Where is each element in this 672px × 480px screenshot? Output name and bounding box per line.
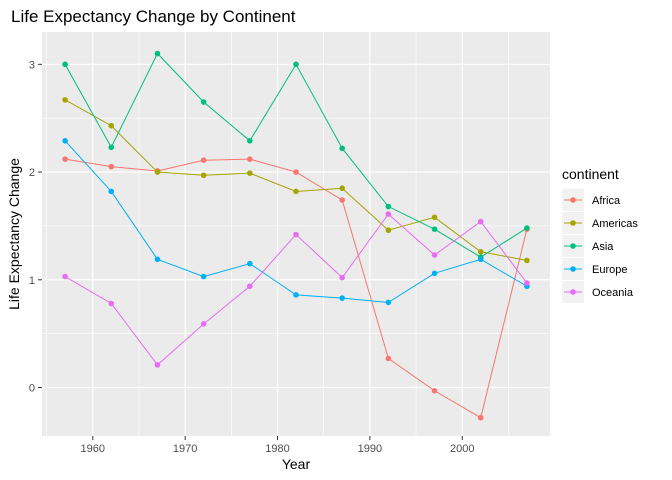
data-point-asia bbox=[431, 226, 438, 232]
data-point-americas bbox=[293, 188, 299, 195]
legend-label: Asia bbox=[592, 241, 614, 253]
data-point-europe bbox=[385, 299, 392, 306]
data-point-asia bbox=[200, 99, 207, 105]
data-point-asia bbox=[62, 61, 68, 68]
data-point-americas bbox=[477, 248, 484, 255]
data-point-oceania bbox=[524, 280, 530, 286]
data-point-europe bbox=[477, 256, 484, 263]
data-point-oceania bbox=[385, 211, 392, 217]
data-point-oceania bbox=[247, 283, 253, 290]
legend-items: Africa Americas Asia Europe Oceania bbox=[562, 189, 638, 303]
data-point-oceania bbox=[431, 252, 438, 258]
data-point-oceania bbox=[154, 362, 161, 368]
data-point-oceania bbox=[108, 300, 115, 307]
data-point-asia bbox=[339, 145, 345, 152]
data-point-europe bbox=[431, 270, 438, 277]
series-europe bbox=[62, 138, 530, 306]
data-point-americas bbox=[247, 170, 253, 176]
legend-key-point bbox=[570, 197, 576, 203]
data-point-asia bbox=[385, 203, 392, 210]
x-tick-label: 1980 bbox=[265, 443, 289, 455]
x-axis-title: Year bbox=[282, 456, 311, 472]
legend-item-oceania: Oceania bbox=[562, 281, 634, 303]
data-point-europe bbox=[247, 260, 253, 267]
chart-title: Life Expectancy Change by Continent bbox=[11, 7, 296, 26]
legend-key-point bbox=[570, 289, 576, 295]
data-point-asia bbox=[247, 138, 253, 144]
data-point-oceania bbox=[200, 321, 207, 327]
y-tick-label: 3 bbox=[29, 59, 35, 71]
legend-key-point bbox=[570, 220, 576, 226]
legend-item-asia: Asia bbox=[562, 235, 614, 257]
data-point-americas bbox=[62, 97, 68, 103]
y-tick-label: 0 bbox=[29, 383, 35, 395]
data-point-africa bbox=[431, 387, 438, 394]
data-point-asia bbox=[154, 50, 161, 57]
x-axis: 1960 1970 1980 1990 2000 bbox=[81, 436, 474, 455]
data-point-americas bbox=[385, 227, 392, 234]
legend-label: Africa bbox=[592, 195, 621, 207]
legend-title: continent bbox=[562, 166, 619, 182]
data-point-oceania bbox=[293, 231, 299, 238]
series-layer bbox=[62, 50, 530, 421]
data-point-africa bbox=[385, 355, 392, 362]
x-tick-label: 1960 bbox=[81, 443, 105, 455]
legend-item-americas: Americas bbox=[562, 212, 638, 234]
data-point-europe bbox=[62, 138, 68, 144]
grid-major bbox=[42, 32, 550, 436]
series-oceania bbox=[62, 211, 530, 368]
data-point-asia bbox=[524, 225, 530, 231]
data-point-africa bbox=[293, 169, 299, 175]
legend-item-africa: Africa bbox=[562, 189, 621, 211]
data-point-africa bbox=[62, 156, 68, 162]
data-point-africa bbox=[339, 197, 345, 203]
data-point-europe bbox=[293, 292, 299, 298]
data-point-europe bbox=[108, 188, 115, 195]
data-point-americas bbox=[108, 122, 115, 129]
data-point-americas bbox=[200, 172, 207, 179]
data-point-oceania bbox=[339, 274, 345, 281]
x-tick-label: 1970 bbox=[173, 443, 197, 455]
x-tick-label: 2000 bbox=[450, 443, 474, 455]
legend-key-point bbox=[570, 266, 576, 272]
data-point-europe bbox=[200, 273, 207, 280]
data-point-asia bbox=[108, 144, 115, 151]
y-tick-label: 2 bbox=[29, 167, 35, 179]
data-point-americas bbox=[431, 214, 438, 221]
y-tick-label: 1 bbox=[29, 275, 35, 287]
data-point-oceania bbox=[477, 218, 484, 225]
data-point-europe bbox=[154, 256, 161, 263]
legend-label: Europe bbox=[592, 264, 627, 276]
y-axis: 0 1 2 3 bbox=[29, 59, 42, 395]
data-point-africa bbox=[477, 414, 484, 421]
data-point-americas bbox=[339, 185, 345, 192]
data-point-africa bbox=[108, 163, 115, 170]
data-point-americas bbox=[154, 169, 161, 175]
x-tick-label: 1990 bbox=[358, 443, 382, 455]
legend-label: Oceania bbox=[592, 287, 634, 299]
data-point-asia bbox=[293, 61, 299, 68]
data-point-europe bbox=[339, 295, 345, 301]
legend-item-europe: Europe bbox=[562, 258, 627, 280]
y-axis-title: Life Expectancy Change bbox=[6, 158, 22, 310]
legend: continent Africa Americas Asia Europe Oceani… bbox=[562, 166, 638, 303]
data-point-oceania bbox=[62, 273, 68, 280]
legend-key-point bbox=[570, 243, 576, 249]
grid-minor bbox=[42, 32, 550, 436]
data-point-americas bbox=[524, 257, 530, 264]
data-point-africa bbox=[200, 157, 207, 164]
legend-label: Americas bbox=[592, 218, 638, 230]
series-americas bbox=[62, 97, 530, 264]
data-point-africa bbox=[247, 156, 253, 162]
